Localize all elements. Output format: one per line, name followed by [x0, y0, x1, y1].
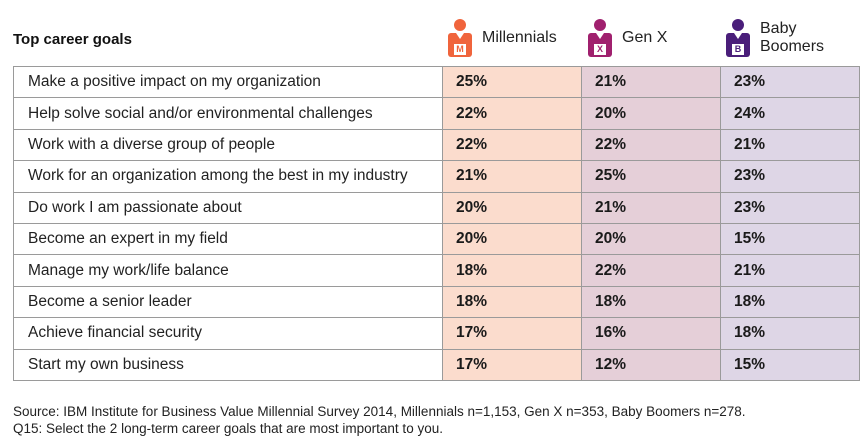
value-cell-m: 17%	[442, 348, 582, 381]
goal-label: Manage my work/life balance	[13, 254, 443, 287]
column-label-millennials: Millennials	[482, 29, 557, 46]
value-cell-x: 25%	[581, 160, 721, 193]
goal-label: Start my own business	[13, 348, 443, 381]
icon-letter: M	[454, 44, 466, 55]
value-cell-x: 20%	[581, 97, 721, 130]
value-cell-m: 20%	[442, 222, 582, 256]
value-cell-b: 18%	[720, 285, 860, 319]
career-goals-table: Make a positive impact on my organizatio…	[13, 65, 860, 381]
table-row: Start my own business 17% 12% 15%	[13, 348, 860, 381]
source-note: Source: IBM Institute for Business Value…	[13, 403, 746, 437]
goal-label: Become an expert in my field	[13, 222, 443, 256]
value-cell-m: 20%	[442, 191, 582, 224]
value-cell-x: 16%	[581, 317, 721, 350]
column-header-genx: X Gen X	[586, 16, 667, 60]
column-header-boomers: B Baby Boomers	[724, 16, 824, 60]
value-cell-b: 23%	[720, 191, 860, 224]
value-cell-b: 21%	[720, 254, 860, 287]
value-cell-m: 25%	[442, 65, 582, 99]
column-header-millennials: M Millennials	[446, 16, 557, 60]
boomer-person-icon: B	[724, 18, 752, 58]
value-cell-x: 12%	[581, 348, 721, 381]
table-row: Become a senior leader 18% 18% 18%	[13, 285, 860, 319]
column-label-genx: Gen X	[622, 29, 668, 46]
value-cell-x: 20%	[581, 222, 721, 256]
source-line: Source: IBM Institute for Business Value…	[13, 404, 746, 419]
value-cell-x: 21%	[581, 191, 721, 224]
goal-label: Do work I am passionate about	[13, 191, 443, 224]
table-row: Do work I am passionate about 20% 21% 23%	[13, 191, 860, 224]
table-row: Manage my work/life balance 18% 22% 21%	[13, 254, 860, 287]
column-label-boomers: Baby Boomers	[760, 20, 824, 56]
millennial-person-icon: M	[446, 18, 474, 58]
value-cell-b: 24%	[720, 97, 860, 130]
value-cell-b: 21%	[720, 128, 860, 162]
value-cell-x: 22%	[581, 254, 721, 287]
goal-label: Make a positive impact on my organizatio…	[13, 65, 443, 99]
icon-letter: B	[732, 44, 744, 55]
value-cell-x: 22%	[581, 128, 721, 162]
table-title: Top career goals	[13, 31, 132, 48]
table-row: Achieve financial security 17% 16% 18%	[13, 317, 860, 350]
question-line: Q15: Select the 2 long-term career goals…	[13, 421, 443, 436]
value-cell-m: 22%	[442, 128, 582, 162]
column-label-boomers-line2: Boomers	[760, 38, 825, 55]
icon-letter: X	[594, 44, 606, 55]
value-cell-m: 18%	[442, 285, 582, 319]
column-label-boomers-line1: Baby	[760, 20, 797, 37]
value-cell-m: 17%	[442, 317, 582, 350]
table-row: Work for an organization among the best …	[13, 160, 860, 193]
value-cell-b: 15%	[720, 222, 860, 256]
value-cell-x: 21%	[581, 65, 721, 99]
goal-label: Work with a diverse group of people	[13, 128, 443, 162]
goal-label: Work for an organization among the best …	[13, 160, 443, 193]
genx-person-icon: X	[586, 18, 614, 58]
table-row: Make a positive impact on my organizatio…	[13, 65, 860, 99]
value-cell-b: 18%	[720, 317, 860, 350]
goal-label: Help solve social and/or environmental c…	[13, 97, 443, 130]
goal-label: Become a senior leader	[13, 285, 443, 319]
value-cell-m: 21%	[442, 160, 582, 193]
table-row: Become an expert in my field 20% 20% 15%	[13, 222, 860, 256]
goal-label: Achieve financial security	[13, 317, 443, 350]
table-row: Work with a diverse group of people 22% 22…	[13, 128, 860, 162]
value-cell-b: 23%	[720, 65, 860, 99]
value-cell-b: 15%	[720, 348, 860, 381]
value-cell-x: 18%	[581, 285, 721, 319]
value-cell-b: 23%	[720, 160, 860, 193]
value-cell-m: 22%	[442, 97, 582, 130]
table-row: Help solve social and/or environmental c…	[13, 97, 860, 130]
value-cell-m: 18%	[442, 254, 582, 287]
